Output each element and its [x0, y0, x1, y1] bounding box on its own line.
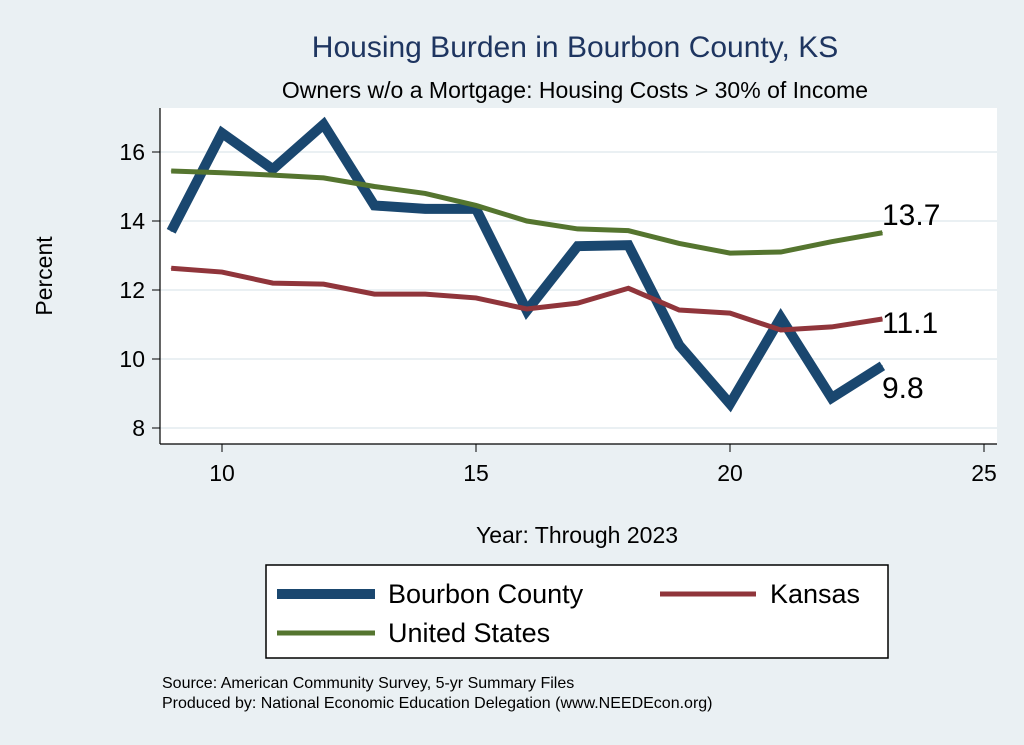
y-tick-label: 10: [119, 346, 145, 372]
data-point: [475, 208, 477, 210]
x-axis-label: Year: Through 2023: [476, 522, 678, 548]
x-tick-label: 25: [971, 460, 997, 486]
data-point: [323, 123, 325, 125]
data-point: [170, 170, 172, 172]
data-point: [475, 204, 477, 206]
data-point: [170, 230, 172, 232]
data-point: [221, 271, 223, 273]
data-point: [729, 312, 731, 314]
data-point: [424, 208, 426, 210]
data-point: [526, 308, 528, 310]
data-point: [577, 302, 579, 304]
data-point: [881, 232, 883, 234]
x-tick-label: 20: [717, 460, 743, 486]
data-point: [526, 220, 528, 222]
data-point: [323, 177, 325, 179]
data-point: [170, 267, 172, 269]
data-point: [373, 204, 375, 206]
data-point: [627, 230, 629, 232]
data-point: [577, 245, 579, 247]
producer-note: Produced by: National Economic Education…: [162, 695, 713, 712]
source-note: Source: American Community Survey, 5-yr …: [162, 675, 574, 692]
data-point: [831, 326, 833, 328]
y-tick-label: 14: [119, 208, 145, 234]
x-tick-label: 10: [209, 460, 235, 486]
data-point: [373, 293, 375, 295]
y-axis-label: Percent: [31, 236, 57, 316]
chart-subtitle: Owners w/o a Mortgage: Housing Costs > 3…: [282, 77, 868, 103]
data-point: [831, 241, 833, 243]
data-point: [221, 172, 223, 174]
data-point: [831, 397, 833, 399]
data-point: [272, 168, 274, 170]
data-point: [221, 132, 223, 134]
legend-label-us: United States: [388, 618, 550, 648]
data-point: [729, 403, 731, 405]
data-point: [678, 242, 680, 244]
data-point: [881, 318, 883, 320]
end-label: 13.7: [882, 199, 940, 232]
legend: Bourbon County Kansas United States: [265, 564, 889, 659]
chart-title: Housing Burden in Bourbon County, KS: [312, 31, 838, 64]
data-point: [424, 192, 426, 194]
data-point: [627, 287, 629, 289]
end-label: 9.8: [882, 372, 924, 405]
data-point: [475, 297, 477, 299]
data-point: [780, 251, 782, 253]
legend-label-bourbon: Bourbon County: [388, 579, 584, 609]
data-point: [627, 244, 629, 246]
data-point: [424, 293, 426, 295]
data-point: [678, 344, 680, 346]
x-tick-label: 15: [463, 460, 489, 486]
end-label: 11.1: [882, 307, 938, 340]
data-point: [577, 228, 579, 230]
y-tick-label: 16: [119, 139, 145, 165]
data-point: [881, 365, 883, 367]
data-point: [780, 317, 782, 319]
data-point: [272, 282, 274, 284]
data-point: [780, 329, 782, 331]
legend-label-kansas: Kansas: [770, 579, 860, 609]
data-point: [272, 174, 274, 176]
y-tick-label: 12: [119, 277, 145, 303]
data-point: [729, 252, 731, 254]
data-point: [323, 283, 325, 285]
data-point: [373, 186, 375, 187]
plot-area: [160, 108, 997, 444]
y-tick-label: 8: [132, 415, 145, 441]
data-point: [678, 309, 680, 311]
